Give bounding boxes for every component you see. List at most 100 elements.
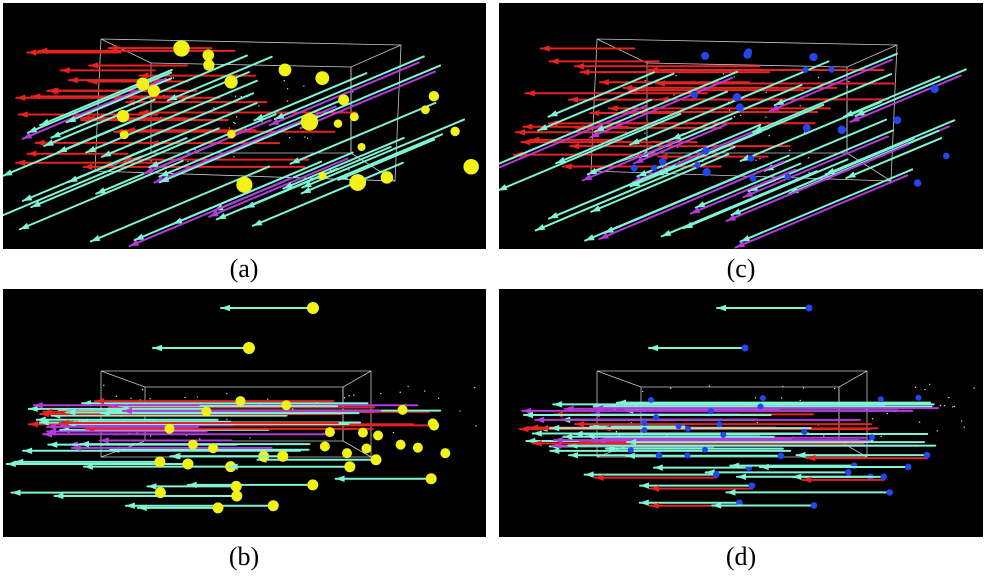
blue-sphere-marker [702, 168, 711, 177]
point-cloud-dot [474, 387, 476, 389]
bundle-vector-arrow-head [596, 437, 606, 444]
point-cloud-dot [808, 157, 810, 159]
cyan-vector-arrow [282, 136, 405, 190]
yellow-sphere-marker [235, 396, 246, 407]
red-vector-arrow-head [562, 163, 572, 170]
red-vector-arrow-head [139, 109, 149, 116]
yellow-sphere-marker [154, 456, 166, 468]
cyan-vector-arrow-head [221, 304, 230, 312]
yellow-sphere-marker [173, 40, 190, 57]
point-cloud-dot [267, 398, 269, 400]
yellow-sphere-marker [236, 176, 253, 193]
point-cloud-dot [194, 148, 196, 151]
magenta-vector-arrow [268, 61, 420, 127]
cyan-vector-arrow [273, 55, 425, 121]
cyan-vector-arrow-head [653, 464, 663, 471]
point-cloud-dot [936, 430, 938, 432]
point-cloud-dot [880, 435, 882, 438]
bundle-vector-arrow-head [59, 419, 69, 427]
cyan-vector-arrow-head [855, 109, 866, 116]
red-vector-arrow-head [802, 476, 812, 484]
point-cloud-dot [924, 388, 926, 391]
point-cloud-dot [799, 399, 801, 402]
point-cloud-dot [914, 386, 917, 389]
yellow-sphere-marker [154, 487, 166, 499]
yellow-sphere-marker [201, 406, 212, 417]
cyan-vector-arrow-head [40, 118, 50, 126]
yellow-sphere-marker [361, 443, 372, 454]
red-vector-arrow-head [521, 138, 531, 146]
cyan-vector-arrow [43, 98, 156, 147]
yellow-sphere-marker [357, 142, 366, 152]
yellow-sphere-marker [307, 302, 319, 314]
bundle-vector-arrow-head [100, 409, 110, 417]
point-cloud-dot [642, 390, 644, 393]
cyan-vector-arrow-head [338, 173, 349, 180]
scene-b [5, 302, 477, 514]
cyan-vector-arrow-head [283, 182, 293, 189]
yellow-sphere-marker [182, 458, 194, 470]
cyan-vector-arrow-head [604, 226, 614, 233]
magenta-vector-arrow [768, 58, 893, 113]
cyan-vector-arrow [730, 137, 915, 216]
cyan-vector-arrow [158, 115, 319, 184]
yellow-sphere-marker [203, 59, 215, 71]
yellow-sphere-marker [119, 130, 129, 140]
bundle-vector-arrow-head [522, 407, 532, 415]
point-cloud-dot [233, 121, 235, 124]
cyan-vector-arrow-head [556, 156, 566, 164]
magenta-vector-arrow-head [582, 173, 593, 181]
yellow-sphere-marker [277, 450, 289, 462]
point-cloud-dot [292, 408, 294, 410]
cyan-vector-arrow [148, 113, 277, 169]
yellow-sphere-marker [341, 448, 352, 459]
magenta-vector-arrow-head [590, 131, 600, 138]
bundle-vector-arrow-head [122, 407, 132, 415]
point-cloud-dot [187, 160, 189, 163]
cyan-vector-arrow-head [159, 170, 169, 177]
point-cloud-dot [939, 404, 942, 407]
blue-sphere-marker [777, 452, 785, 460]
cyan-vector-arrow-head [846, 171, 856, 178]
point-cloud-dot [943, 404, 946, 407]
cyan-vector-arrow-head [302, 181, 312, 188]
yellow-sphere-marker [230, 480, 242, 492]
cyan-vector-arrow [854, 68, 967, 117]
cyan-vector-arrow-head [637, 169, 647, 177]
red-vector-arrow-head [570, 142, 580, 150]
point-cloud-dot [172, 77, 175, 79]
bundle-vector-arrow-head [28, 405, 38, 413]
yellow-sphere-marker [397, 404, 408, 415]
point-cloud-dot [673, 94, 675, 96]
cyan-vector-arrow-head [548, 212, 559, 219]
yellow-sphere-marker [281, 400, 292, 411]
bundle-vector-arrow-head [99, 437, 109, 444]
point-cloud-dot [228, 127, 231, 129]
magenta-vector-arrow [208, 157, 349, 218]
bundle-vector-arrow-head [617, 399, 627, 406]
scene-c [499, 38, 967, 249]
point-cloud-dot [399, 391, 401, 393]
cyan-vector-arrow [682, 158, 849, 230]
point-cloud-dot [380, 392, 382, 395]
cyan-vector-arrow [337, 138, 436, 181]
point-cloud-dot [953, 405, 956, 408]
point-cloud-dot [754, 397, 757, 399]
yellow-sphere-marker [318, 171, 327, 181]
cyan-vector-arrow-head [630, 138, 640, 145]
blue-sphere-marker [904, 463, 912, 471]
bundle-vector-arrow-head [523, 411, 533, 419]
cyan-vector-arrow-head [228, 463, 238, 470]
cyan-vector-arrow-head [649, 344, 658, 352]
magenta-vector-arrow [589, 76, 734, 139]
point-cloud-dot [286, 88, 289, 90]
bundle-vector-arrow-head [550, 447, 560, 455]
cyan-vector-arrow [21, 140, 164, 202]
cyan-vector-arrow-head [31, 200, 41, 208]
bundle-vector-arrow-head [563, 433, 573, 440]
cyan-vector-arrow [534, 145, 736, 232]
point-cloud-dot [149, 435, 152, 437]
cyan-vector-arrow [636, 123, 762, 178]
red-vector-arrow-head [16, 94, 26, 101]
cyan-vector-arrow [499, 98, 653, 165]
